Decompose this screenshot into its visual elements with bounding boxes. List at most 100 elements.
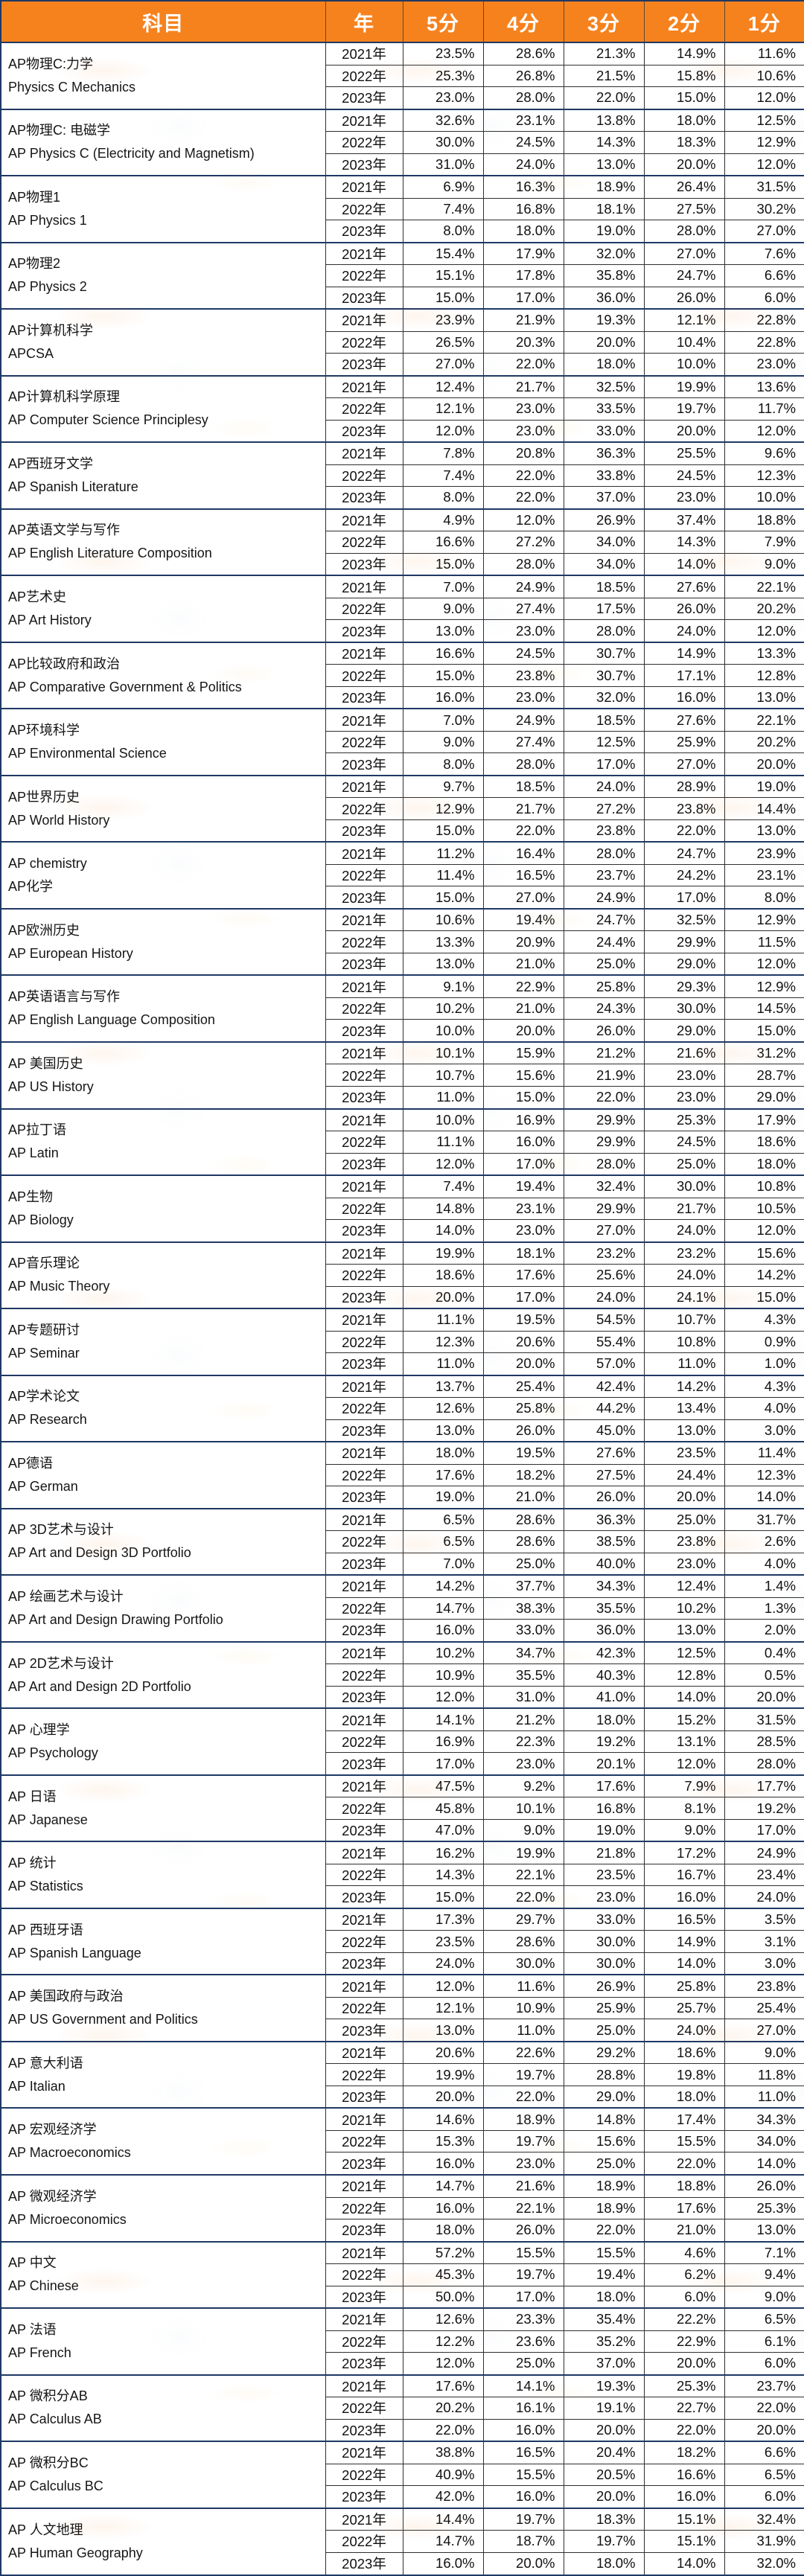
year-cell: 2023年 xyxy=(325,1419,403,1442)
score-cell: 19.4% xyxy=(482,907,564,932)
score-cell: 36.3% xyxy=(563,1507,645,1532)
subject-cell: AP 美国历史 AP US History xyxy=(0,1041,326,1109)
score-cell: 15.0% xyxy=(643,86,725,110)
score-cell: 37.4% xyxy=(643,508,725,532)
score-cell: 14.3% xyxy=(563,131,645,154)
score-cell: 18.0% xyxy=(563,1707,645,1731)
score-cell: 21.9% xyxy=(563,1064,645,1087)
score-cell: 14.0% xyxy=(402,1219,484,1243)
year-cell: 2022年 xyxy=(325,1797,403,1820)
score-cell: 4.3% xyxy=(724,1308,804,1332)
score-cell: 23.8% xyxy=(563,819,645,843)
score-cell: 16.6% xyxy=(643,2463,725,2487)
score-cell: 13.0% xyxy=(643,1419,725,1442)
data-row: 2022年 30.0% 24.5% 14.3% 18.3% 12.9% xyxy=(1,131,804,154)
score-cell: 13.0% xyxy=(402,1419,484,1442)
data-row: 2023年 16.0% 20.0% 18.0% 14.0% 32.0% xyxy=(1,2551,804,2576)
year-cell: 2023年 xyxy=(325,153,403,176)
subject-name-en: AP World History xyxy=(8,812,110,828)
data-row: 2023年 7.0% 25.0% 40.0% 23.0% 4.0% xyxy=(1,1552,804,1576)
subject-name-en: AP Comparative Government & Politics xyxy=(8,679,242,694)
score-cell: 25.5% xyxy=(643,441,725,465)
score-cell: 29.2% xyxy=(563,2040,645,2065)
year-cell: 2021年 xyxy=(325,1907,403,1931)
score-cell: 8.0% xyxy=(402,486,484,510)
score-cell: 18.6% xyxy=(402,1264,484,1287)
score-cell: 12.5% xyxy=(643,1640,725,1665)
data-row: AP专题研讨 AP Seminar 2021年 11.1% 19.5% 54.5% 10.7… xyxy=(0,1308,804,1376)
year-cell: 2023年 xyxy=(325,419,403,443)
score-cell: 21.2% xyxy=(563,1041,645,1065)
score-cell: 15.0% xyxy=(724,1019,804,1043)
score-cell: 11.4% xyxy=(724,1441,804,1465)
score-cell: 18.0% xyxy=(724,1152,804,1176)
score-cell: 6.5% xyxy=(724,2307,804,2331)
score-cell: 12.0% xyxy=(402,419,484,443)
score-cell: 6.0% xyxy=(724,2485,804,2509)
score-cell: 14.9% xyxy=(643,641,725,665)
subject-cell: AP 宏观经济学 AP Macroeconomics xyxy=(0,2107,326,2176)
score-cell: 4.9% xyxy=(402,508,484,532)
data-row: 2022年 19.9% 19.7% 28.8% 19.8% 11.8% xyxy=(1,2063,804,2086)
score-cell: 16.9% xyxy=(482,1108,564,1132)
score-cell: 28.6% xyxy=(482,1930,564,1953)
score-cell: 26.8% xyxy=(482,64,564,88)
score-cell: 28.5% xyxy=(724,1730,804,1754)
data-row: AP 微观经济学 AP Microeconomics 2021年 14.7% 21.6%… xyxy=(0,2173,804,2243)
score-cell: 19.7% xyxy=(482,2507,564,2531)
data-row: 2023年 27.0% 22.0% 18.0% 10.0% 23.0% xyxy=(1,353,804,377)
score-cell: 23.8% xyxy=(724,1974,804,1998)
data-row: AP欧洲历史 AP European History 2021年 10.6% 19.4%… xyxy=(0,907,804,976)
year-cell: 2022年 xyxy=(325,464,403,488)
score-cell: 22.1% xyxy=(482,1863,564,1887)
score-cell: 10.1% xyxy=(482,1797,564,1820)
subject-name-en: AP化学 xyxy=(8,879,54,895)
data-row: AP物理C:力学 Physics C Mechanics 2021年 23.5% 28.… xyxy=(0,41,804,110)
score-cell: 18.3% xyxy=(563,2507,645,2531)
year-cell: 2023年 xyxy=(325,952,403,976)
score-cell: 19.9% xyxy=(402,2063,484,2086)
score-cell: 21.0% xyxy=(482,1486,564,1509)
year-cell: 2021年 xyxy=(325,2173,403,2198)
data-row: 2022年 12.9% 21.7% 27.2% 23.8% 14.4% xyxy=(1,797,804,820)
year-cell: 2023年 xyxy=(325,1818,403,1842)
year-cell: 2023年 xyxy=(325,1752,403,1776)
score-cell: 29.0% xyxy=(563,2085,645,2109)
year-cell: 2022年 xyxy=(325,997,403,1020)
data-row: AP chemistry AP化学 2021年 11.2% 16.4% 28.0% 24.7… xyxy=(0,841,804,910)
year-cell: 2022年 xyxy=(325,264,403,287)
score-cell: 16.9% xyxy=(402,1730,484,1754)
score-cell: 15.0% xyxy=(402,552,484,576)
score-cell: 16.6% xyxy=(402,641,484,665)
score-cell: 16.1% xyxy=(482,2397,564,2420)
score-cell: 20.3% xyxy=(482,330,564,354)
score-cell: 29.9% xyxy=(643,930,725,953)
score-cell: 28.0% xyxy=(482,86,564,110)
year-cell: 2021年 xyxy=(325,1441,403,1465)
subject-name-zh: AP物理2 xyxy=(8,256,61,272)
data-row: AP拉丁语 AP Latin 2021年 10.0% 16.9% 29.9% 25.3% 17… xyxy=(0,1108,804,1176)
data-row: 2023年 16.0% 23.0% 32.0% 16.0% 13.0% xyxy=(1,685,804,709)
year-cell: 2023年 xyxy=(325,2085,403,2109)
subject-cell: AP生物 AP Biology xyxy=(0,1174,326,1243)
data-row: 2022年 7.4% 22.0% 33.8% 24.5% 12.3% xyxy=(1,464,804,488)
data-row: AP 意大利语 AP Italian 2021年 20.6% 22.6% 29.2% 18.… xyxy=(0,2040,804,2109)
data-row: AP生物 AP Biology 2021年 7.4% 19.4% 32.4% 30.0% 10… xyxy=(0,1174,804,1243)
score-cell: 27.0% xyxy=(643,241,725,266)
subject-name-en: AP Statistics xyxy=(8,1879,83,1894)
score-cell: 18.7% xyxy=(482,2530,564,2553)
data-row: 2023年 11.0% 20.0% 57.0% 11.0% 1.0% xyxy=(1,1352,804,1376)
score-cell: 11.4% xyxy=(402,863,484,887)
score-cell: 30.0% xyxy=(563,1930,645,1953)
score-cell: 21.8% xyxy=(563,1841,645,1864)
data-row: 2022年 25.3% 26.8% 21.5% 15.8% 10.6% xyxy=(1,64,804,88)
score-cell: 16.0% xyxy=(402,2551,484,2576)
subject-name-en: AP Computer Science Principlesy xyxy=(8,412,208,428)
score-cell: 7.4% xyxy=(402,1174,484,1198)
score-cell: 23.0% xyxy=(563,1885,645,1909)
score-cell: 35.4% xyxy=(563,2307,645,2331)
score-cell: 23.5% xyxy=(643,1441,725,1465)
score-cell: 35.8% xyxy=(563,264,645,287)
data-row: 2022年 14.8% 23.1% 29.9% 21.7% 10.5% xyxy=(1,1197,804,1221)
score-cell: 14.0% xyxy=(724,2152,804,2176)
